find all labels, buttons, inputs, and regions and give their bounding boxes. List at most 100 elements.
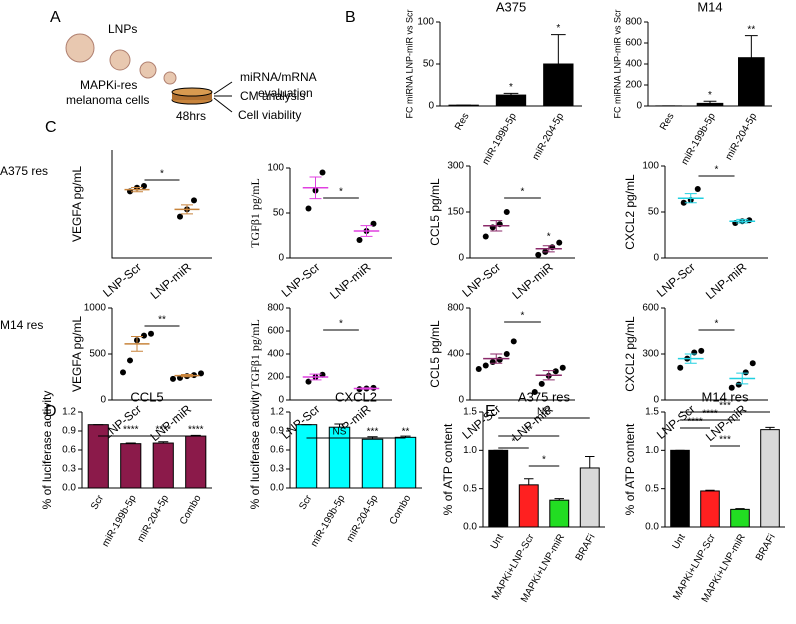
point xyxy=(735,381,742,388)
x-tick-label: LNP-Scr xyxy=(654,260,698,300)
x-tick-label: LNP-miR xyxy=(327,260,374,302)
error-bar xyxy=(400,435,411,438)
y-tick-label: 0 xyxy=(636,101,642,112)
significance: * xyxy=(160,169,164,180)
significance: *** xyxy=(719,401,731,412)
significance: * xyxy=(339,187,343,198)
sem-bar xyxy=(360,387,373,390)
sem-bar xyxy=(181,374,193,378)
y-axis-label: CXCL2 pg/mL xyxy=(623,174,637,250)
row-label: M14 res xyxy=(0,318,43,332)
point xyxy=(552,368,559,375)
x-tick-label: LNP-Scr xyxy=(459,260,503,300)
y-tick-label: 400 xyxy=(625,59,642,70)
significance: NS xyxy=(333,427,347,438)
chart-title: M14 xyxy=(697,0,722,14)
significance: * xyxy=(715,165,719,176)
y-axis-label: VEGFA pg/mL xyxy=(70,166,84,242)
point xyxy=(556,239,563,246)
bar xyxy=(518,484,539,528)
significance: * xyxy=(509,82,513,93)
x-tick-label: LNP-miR xyxy=(148,260,195,302)
y-axis-label: VEGFA pg/mL xyxy=(70,316,84,392)
y-tick-label: 100 xyxy=(642,161,659,172)
diagram-label: MAPKi-res xyxy=(80,78,137,92)
point xyxy=(170,375,176,382)
x-tick-label: Unt xyxy=(671,532,688,551)
y-tick-label: 0 xyxy=(458,395,464,406)
point xyxy=(120,369,126,376)
x-tick-label: Combo xyxy=(178,493,204,527)
y-tick-label: 0.3 xyxy=(62,464,76,475)
bar xyxy=(730,508,750,528)
significance: * xyxy=(512,437,516,448)
x-tick-label: miR-204-5p xyxy=(531,111,567,162)
y-tick-label: 0.5 xyxy=(463,483,477,494)
significance: **** xyxy=(687,417,703,428)
x-tick-label: BRAFi xyxy=(574,532,598,563)
diagram-label: CM analysis xyxy=(240,89,305,103)
bar xyxy=(120,443,142,489)
point xyxy=(148,330,154,337)
point xyxy=(489,359,496,366)
nanoparticle xyxy=(109,49,131,71)
error-bar xyxy=(703,100,717,104)
chart-title: M14 res xyxy=(702,389,749,404)
error-bar xyxy=(158,441,169,444)
sem-bar xyxy=(490,353,503,364)
bar xyxy=(488,449,509,528)
bar xyxy=(543,63,574,107)
x-tick-label: miR-204-5p xyxy=(135,493,171,544)
y-axis-label: % of luciferase activity xyxy=(248,391,262,510)
y-tick-label: 1.2 xyxy=(270,407,284,418)
x-tick-label: miR-199b-5p xyxy=(309,493,348,549)
arrow xyxy=(213,97,233,113)
significance: **** xyxy=(155,425,171,436)
bar xyxy=(185,435,207,489)
y-tick-label: 0.0 xyxy=(463,522,477,533)
significance: *** xyxy=(719,435,731,446)
y-tick-label: 400 xyxy=(267,349,284,360)
x-tick-label: Scr xyxy=(297,493,314,512)
dish xyxy=(171,87,213,97)
point xyxy=(698,347,705,354)
point xyxy=(503,351,510,357)
x-tick-label: miR-204-5p xyxy=(724,111,760,162)
panel-letter: A xyxy=(50,9,61,26)
point xyxy=(177,213,183,220)
point xyxy=(141,332,147,339)
significance: * xyxy=(708,90,712,101)
significance: ** xyxy=(525,425,533,436)
point xyxy=(503,209,510,215)
y-axis-label: % of luciferase activity xyxy=(40,391,54,510)
point xyxy=(559,364,566,371)
significance: ** xyxy=(402,427,410,438)
x-tick-label: BRAFi xyxy=(754,532,778,563)
point xyxy=(677,364,684,371)
y-tick-label: 600 xyxy=(267,326,284,337)
diagram-label: melanoma cells xyxy=(66,93,149,107)
point xyxy=(538,380,545,387)
significance: * xyxy=(556,23,560,34)
error-bar xyxy=(765,426,775,430)
y-tick-label: 0.0 xyxy=(270,483,284,494)
sem-bar xyxy=(360,225,373,237)
y-tick-label: 800 xyxy=(625,17,642,28)
point xyxy=(680,199,687,206)
bar xyxy=(394,436,417,489)
y-tick-label: 800 xyxy=(447,303,464,314)
y-axis-label: CXCL2 pg/mL xyxy=(623,316,637,392)
y-tick-label: 50 xyxy=(273,208,285,219)
y-tick-label: 0.9 xyxy=(62,426,76,437)
point xyxy=(496,356,503,363)
y-axis-label: % of ATP content xyxy=(623,423,637,515)
sem-bar xyxy=(309,373,322,381)
significance: NS xyxy=(537,407,551,418)
y-tick-label: 300 xyxy=(642,349,659,360)
sem-bar xyxy=(736,218,749,224)
point xyxy=(482,362,489,369)
significance: ** xyxy=(158,315,166,326)
y-tick-label: 1000 xyxy=(84,303,107,314)
